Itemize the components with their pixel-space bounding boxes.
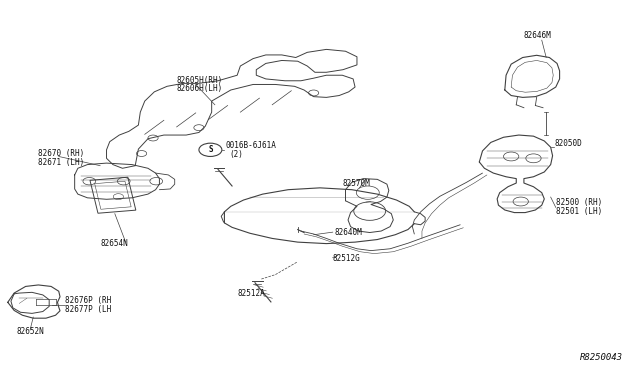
Text: 82501 (LH): 82501 (LH) — [556, 207, 602, 216]
Text: 82654N: 82654N — [101, 239, 129, 248]
Text: 82512G: 82512G — [333, 254, 360, 263]
Text: 82652N: 82652N — [16, 327, 44, 336]
Text: 82050D: 82050D — [554, 139, 582, 148]
Text: (2): (2) — [230, 150, 243, 159]
Text: 82640M: 82640M — [334, 228, 362, 237]
Text: 82670 (RH): 82670 (RH) — [38, 149, 84, 158]
Text: 82677P (LH: 82677P (LH — [65, 305, 111, 314]
Text: 82676P (RH: 82676P (RH — [65, 296, 111, 305]
Bar — [95, 181, 131, 209]
Text: 82671 (LH): 82671 (LH) — [38, 158, 84, 167]
Text: R8250043: R8250043 — [580, 353, 623, 362]
Text: 82570M: 82570M — [342, 179, 370, 188]
Text: 82646M: 82646M — [524, 31, 552, 40]
Text: 82605H(RH): 82605H(RH) — [177, 76, 223, 84]
Text: 0016B-6J61A: 0016B-6J61A — [226, 141, 276, 150]
Text: 82512A: 82512A — [237, 289, 265, 298]
Text: 82606H(LH): 82606H(LH) — [177, 84, 223, 93]
Bar — [90, 177, 136, 213]
Text: S: S — [208, 145, 212, 154]
Text: 82500 (RH): 82500 (RH) — [556, 198, 602, 207]
